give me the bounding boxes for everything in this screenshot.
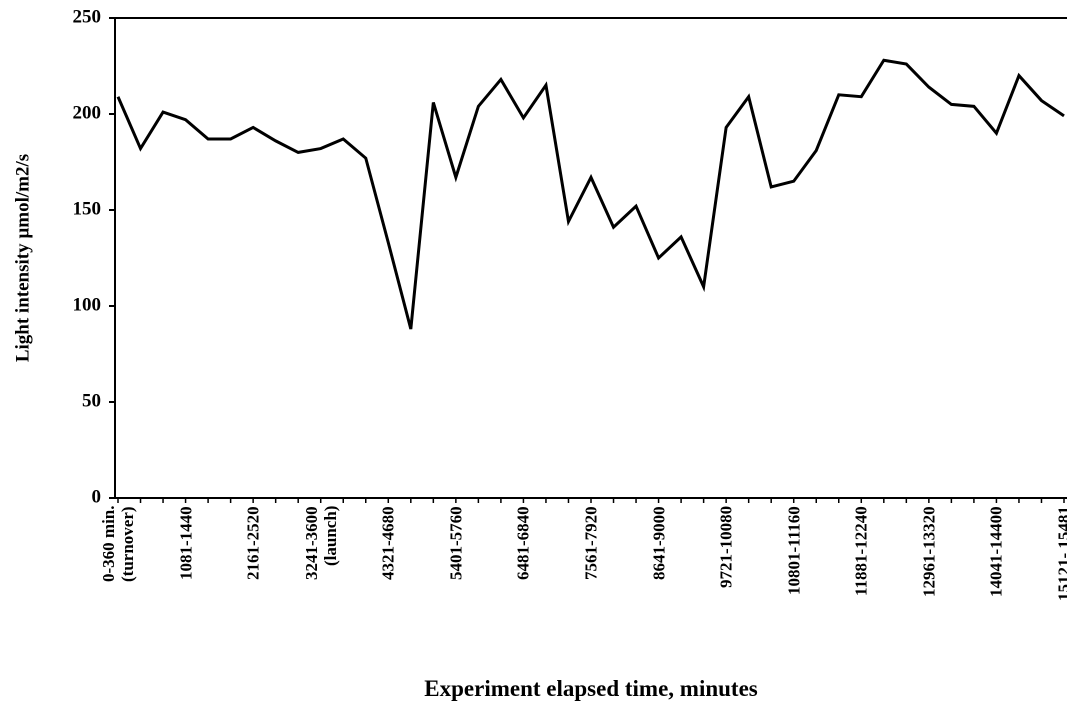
- x-tick-label: 1081-1440: [176, 506, 196, 580]
- x-tick-label: 5401-5760: [446, 506, 466, 580]
- x-axis-title: Experiment elapsed time, minutes: [424, 676, 758, 701]
- x-tick-label: 0-360 min. (turnover): [99, 506, 137, 583]
- x-tick-label: 15121- 15481: [1054, 506, 1067, 601]
- x-tick-label: 8641-9000: [649, 506, 669, 580]
- y-tick-label: 150: [73, 198, 102, 219]
- x-tick-label: 6481-6840: [513, 506, 533, 580]
- y-tick-label: 250: [73, 6, 102, 27]
- x-tick-label: 7561-7920: [581, 506, 601, 580]
- x-tick-label: 14041-14400: [986, 506, 1006, 597]
- y-axis-title: Light intensity µmol/m2/s: [12, 154, 33, 362]
- y-tick-label: 100: [73, 294, 102, 315]
- y-tick-label: 50: [82, 390, 101, 411]
- x-tick-label: 10801-11160: [784, 506, 804, 595]
- y-tick-label: 200: [73, 102, 102, 123]
- x-tick-label: 12961-13320: [919, 506, 939, 597]
- data-line: [116, 58, 1065, 330]
- x-tick-label: 2161-2520: [243, 506, 263, 580]
- x-tick-label: 4321-4680: [378, 506, 398, 580]
- y-tick-label: 0: [92, 486, 102, 507]
- x-tick-label: 3241-3600 (launch): [301, 506, 340, 580]
- x-tick-label: 9721-10080: [716, 506, 736, 589]
- x-tick-label: 11881-12240: [851, 506, 871, 596]
